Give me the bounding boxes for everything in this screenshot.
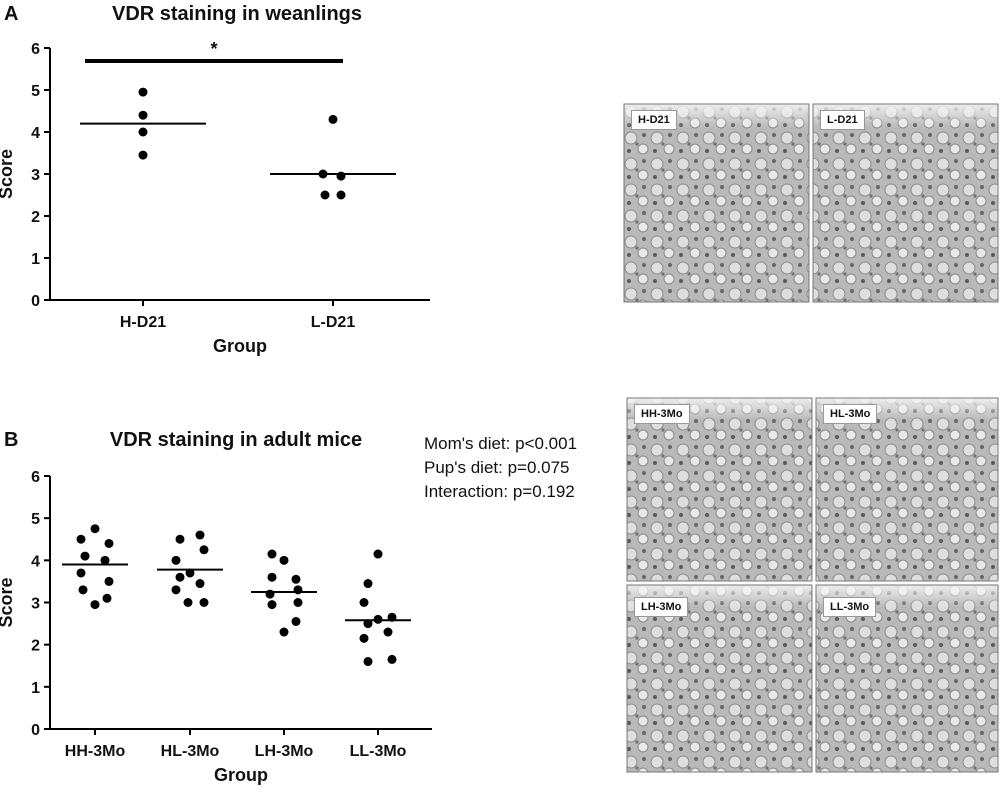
significance-marker: * xyxy=(210,39,217,59)
micrograph-hh-3mo xyxy=(626,397,813,582)
data-point xyxy=(318,169,328,179)
data-point xyxy=(320,190,330,200)
data-point xyxy=(359,598,369,607)
micrograph-label-ll-3mo: LL-3Mo xyxy=(823,597,877,617)
panel-b-letter: B xyxy=(4,429,18,451)
data-point xyxy=(267,572,277,582)
data-point xyxy=(336,171,346,181)
x-axis-label: Group xyxy=(213,336,267,356)
data-point xyxy=(336,190,346,200)
data-point xyxy=(104,576,114,586)
micrograph-label-l-d21: L-D21 xyxy=(820,110,865,130)
data-point xyxy=(138,150,148,160)
x-tick-label: L-D21 xyxy=(311,314,356,331)
data-point xyxy=(267,549,277,559)
y-tick-label: 2 xyxy=(31,638,40,655)
data-point xyxy=(363,657,373,667)
data-point xyxy=(359,633,369,643)
micrograph-h-d21 xyxy=(623,103,810,303)
y-tick-label: 4 xyxy=(31,553,40,570)
micrograph-hl-3mo xyxy=(815,397,999,582)
data-point xyxy=(195,530,205,540)
data-point xyxy=(138,127,148,137)
data-point xyxy=(138,110,148,120)
y-axis-label: Score xyxy=(0,577,16,627)
data-point xyxy=(291,574,301,584)
y-tick-label: 5 xyxy=(31,511,40,528)
y-tick-label: 4 xyxy=(31,125,40,142)
data-point xyxy=(100,555,110,565)
data-point xyxy=(293,585,303,595)
data-point xyxy=(175,572,185,582)
data-point xyxy=(293,598,303,607)
panel-a-letter: A xyxy=(4,3,18,25)
data-point xyxy=(171,555,181,565)
x-tick-label: HL-3Mo xyxy=(161,743,220,760)
data-point xyxy=(183,598,193,607)
chart-a: 0 1 2 3 4 5 6 Score H-D21 L-D21 Group * xyxy=(0,39,430,356)
data-point xyxy=(265,589,275,599)
y-tick-label: 3 xyxy=(31,596,40,613)
data-point xyxy=(90,600,100,610)
y-tick-label: 0 xyxy=(31,293,40,310)
y-tick-label: 0 xyxy=(31,722,40,739)
data-point xyxy=(76,568,86,578)
x-tick-label: LL-3Mo xyxy=(350,743,407,760)
data-point xyxy=(199,545,209,555)
data-point xyxy=(383,627,393,637)
y-tick-label: 6 xyxy=(31,469,40,486)
chart-b-title: VDR staining in adult mice xyxy=(110,429,362,451)
data-point xyxy=(363,619,373,629)
micrograph-label-lh-3mo: LH-3Mo xyxy=(634,597,689,617)
micrograph-l-d21 xyxy=(812,103,999,303)
data-point xyxy=(279,555,289,565)
micrograph-label-hh-3mo: HH-3Mo xyxy=(634,404,690,424)
x-axis-label: Group xyxy=(214,765,268,785)
data-point xyxy=(291,616,301,626)
x-tick-label: LH-3Mo xyxy=(255,743,314,760)
stat-interaction: Interaction: p=0.192 xyxy=(424,482,575,501)
x-tick-label: H-D21 xyxy=(120,314,166,331)
y-tick-label: 6 xyxy=(31,41,40,58)
data-point xyxy=(328,114,338,124)
data-point xyxy=(90,524,100,534)
y-tick-label: 5 xyxy=(31,83,40,100)
data-point xyxy=(80,551,90,561)
stat-pups-diet: Pup's diet: p=0.075 xyxy=(424,458,570,477)
data-point xyxy=(138,87,148,97)
data-point xyxy=(76,534,86,544)
chart-b: 0 1 2 3 4 5 6 Score HH-3Mo HL-3Mo LH-3Mo LL-3Mo Grou… xyxy=(0,469,432,785)
y-tick-label: 1 xyxy=(31,251,40,268)
stat-moms-diet: Mom's diet: p<0.001 xyxy=(424,434,577,453)
data-point xyxy=(279,627,289,637)
micrograph-label-hl-3mo: HL-3Mo xyxy=(823,404,878,424)
data-point xyxy=(363,579,373,589)
data-point xyxy=(387,654,397,664)
data-point xyxy=(373,614,383,624)
data-point xyxy=(373,549,383,559)
data-point xyxy=(175,534,185,544)
y-axis-label: Score xyxy=(0,149,16,199)
data-point xyxy=(78,585,88,595)
micrograph-label-h-d21: H-D21 xyxy=(631,110,677,130)
x-tick-label: HH-3Mo xyxy=(65,743,126,760)
y-tick-label: 1 xyxy=(31,680,40,697)
data-point xyxy=(387,612,397,622)
y-tick-label: 2 xyxy=(31,209,40,226)
data-point xyxy=(104,538,114,548)
data-point xyxy=(267,600,277,610)
y-tick-label: 3 xyxy=(31,167,40,184)
data-point xyxy=(199,598,209,607)
data-point xyxy=(171,585,181,595)
data-point xyxy=(195,579,205,589)
chart-a-title: VDR staining in weanlings xyxy=(112,3,362,25)
data-point xyxy=(185,568,195,578)
data-point xyxy=(102,593,112,603)
